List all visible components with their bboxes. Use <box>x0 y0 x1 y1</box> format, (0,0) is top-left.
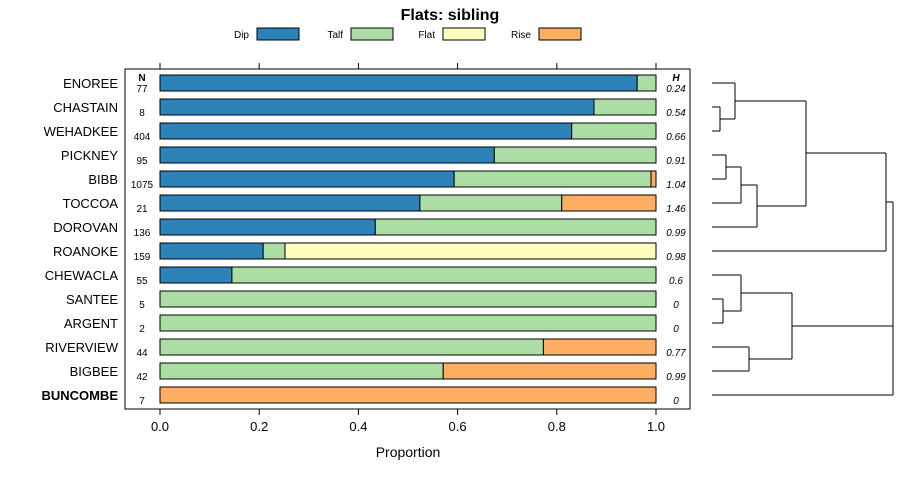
row-label: BIBB <box>88 172 118 187</box>
row-n-value: 1075 <box>131 180 154 191</box>
row-h-value: 0.98 <box>666 252 686 263</box>
bar-segment-talf <box>231 266 657 284</box>
row-label: CHEWACLA <box>45 268 119 283</box>
row-n-value: 5 <box>139 300 145 311</box>
legend-label-rise: Rise <box>511 30 531 41</box>
row-h-value: 0.6 <box>669 276 683 287</box>
row-label: ROANOKE <box>53 244 118 259</box>
bar-segment-dip <box>159 170 455 188</box>
bar-segment-dip <box>159 146 495 164</box>
row-label: WEHADKEE <box>44 124 119 139</box>
row-n-value: 159 <box>134 252 151 263</box>
bar-segment-talf <box>159 338 544 356</box>
row-h-value: 0 <box>673 396 679 407</box>
bar-segment-rise <box>650 170 657 188</box>
bar-segment-talf <box>593 98 657 116</box>
row-h-value: 0.66 <box>666 132 686 143</box>
row-n-value: 136 <box>134 228 151 239</box>
dendrogram-branches <box>712 82 894 396</box>
row-n-value: 95 <box>136 156 148 167</box>
bar-segment-dip <box>159 98 595 116</box>
x-axis: 0.0 0.2 0.4 0.6 0.8 1.0 <box>151 63 665 434</box>
legend-swatch-rise <box>538 27 582 41</box>
row-label: PICKNEY <box>61 148 118 163</box>
x-tick-label-4: 0.8 <box>548 419 566 434</box>
bar-segment-talf <box>262 242 286 260</box>
row-h-value: 0.77 <box>666 348 686 359</box>
bar-segment-talf <box>636 74 657 92</box>
plot-frame <box>124 68 691 410</box>
legend-swatch-flat <box>442 27 486 41</box>
row-label: ENOREE <box>63 76 118 91</box>
row-h-value: 0.99 <box>666 228 686 239</box>
row-label: ARGENT <box>64 316 118 331</box>
legend-swatch-dip <box>256 27 300 41</box>
row-label: BUNCOMBE <box>41 388 118 403</box>
x-tick-label-2: 0.4 <box>349 419 367 434</box>
legend-swatch-talf <box>350 27 394 41</box>
row-n-value: 77 <box>136 84 148 95</box>
row-label: DOROVAN <box>53 220 118 235</box>
bar-segment-dip <box>159 194 421 212</box>
n-column-header: N <box>138 73 145 84</box>
row-n-value: 55 <box>136 276 148 287</box>
bar-rows: ENOREE 77 0.24 CHASTAIN 8 0.54 WEHADKEE 404 0.66… <box>41 74 686 407</box>
bar-segment-flat <box>284 242 657 260</box>
bar-segment-talf <box>453 170 652 188</box>
bar-segment-dip <box>159 74 638 92</box>
bar-segment-dip <box>159 122 573 140</box>
row-h-value: 0.24 <box>666 84 686 95</box>
bar-segment-talf <box>159 290 657 308</box>
bar-segment-talf <box>374 218 657 236</box>
bar-segment-talf <box>159 314 657 332</box>
x-tick-label-1: 0.2 <box>250 419 268 434</box>
bar-segment-dip <box>159 266 233 284</box>
x-tick-label-3: 0.6 <box>449 419 467 434</box>
row-n-value: 2 <box>139 324 145 335</box>
row-label: BIGBEE <box>70 364 119 379</box>
legend-label-dip: Dip <box>234 30 249 41</box>
row-n-value: 21 <box>136 204 148 215</box>
bar-segment-rise <box>442 362 657 380</box>
row-n-value: 404 <box>134 132 151 143</box>
bar-segment-rise <box>542 338 657 356</box>
row-n-value: 42 <box>136 372 148 383</box>
row-label: TOCCOA <box>63 196 119 211</box>
row-n-value: 7 <box>139 396 145 407</box>
row-h-value: 0.54 <box>666 108 686 119</box>
row-h-value: 0 <box>673 300 679 311</box>
row-h-value: 1.46 <box>666 204 686 215</box>
legend-label-talf: Talf <box>327 30 343 41</box>
legend-label-flat: Flat <box>418 30 435 41</box>
bar-segment-talf <box>159 362 444 380</box>
legend: Dip Talf Flat Rise <box>234 27 582 41</box>
bar-segment-dip <box>159 218 376 236</box>
bar-segment-talf <box>493 146 657 164</box>
row-label: RIVERVIEW <box>45 340 118 355</box>
row-n-value: 8 <box>139 108 145 119</box>
row-n-value: 44 <box>136 348 148 359</box>
bar-segment-rise <box>561 194 657 212</box>
row-h-value: 0.99 <box>666 372 686 383</box>
bar-segment-talf <box>571 122 657 140</box>
dendrogram <box>712 82 894 396</box>
x-axis-label: Proportion <box>376 444 441 460</box>
row-label: SANTEE <box>66 292 118 307</box>
x-tick-label-0: 0.0 <box>151 419 169 434</box>
bar-segment-dip <box>159 242 264 260</box>
row-h-value: 1.04 <box>666 180 686 191</box>
h-column-header: H <box>672 73 680 84</box>
row-h-value: 0.91 <box>666 156 685 167</box>
chart-title: Flats: sibling <box>401 7 500 24</box>
row-label: CHASTAIN <box>53 100 118 115</box>
x-tick-label-5: 1.0 <box>647 419 665 434</box>
bar-segment-rise <box>159 386 657 404</box>
row-h-value: 0 <box>673 324 679 335</box>
bar-segment-talf <box>419 194 563 212</box>
